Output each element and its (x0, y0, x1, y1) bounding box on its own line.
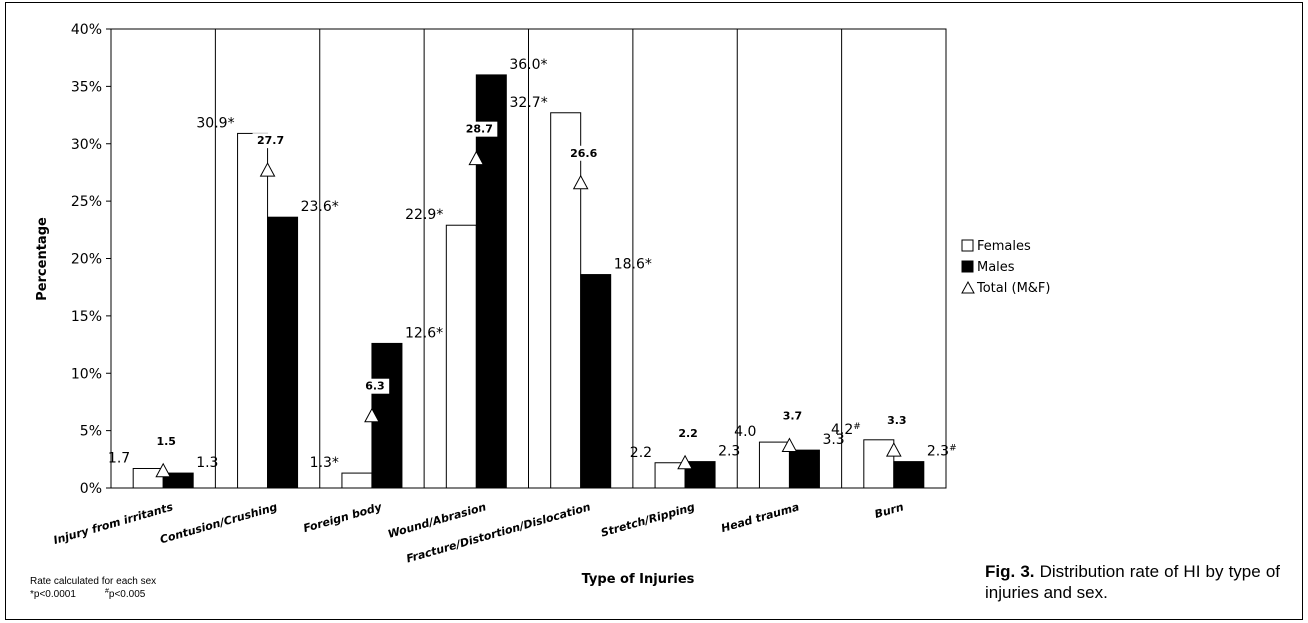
data-label-males: 18.6* (614, 257, 652, 273)
data-label-total: 6.3 (365, 380, 385, 393)
data-label-females: 30.9* (196, 115, 234, 131)
caption-text: Distribution rate of HI by type of injur… (985, 562, 1280, 602)
data-label-total: 3.3 (887, 414, 907, 427)
figure-number: Fig. 3. (985, 562, 1035, 581)
data-label-total-bg (565, 145, 602, 161)
data-label-total-bg (151, 433, 181, 449)
data-label-females: 1.3* (310, 455, 339, 471)
bar-females (341, 472, 373, 489)
marker-total (468, 150, 485, 166)
data-label-total: 28.7 (466, 123, 493, 136)
data-label-total: 3.7 (783, 410, 803, 423)
bar-males (893, 461, 925, 489)
marker-total (259, 162, 276, 177)
data-label-males: 2.3 (718, 444, 740, 460)
bar-females (863, 439, 895, 489)
x-tick-label: Stretch/Ripping (599, 500, 696, 539)
x-axis-label: Type of Injuries (582, 572, 695, 587)
data-label-total: 2.2 (678, 427, 698, 440)
bar-males (788, 449, 820, 489)
bar-males (267, 216, 299, 489)
y-tick-label: 35% (71, 79, 102, 95)
data-label-females: 22.9* (405, 207, 443, 223)
data-label-total-bg (673, 425, 703, 441)
chart-marks (132, 74, 925, 489)
plot-area (106, 28, 947, 489)
data-label-males: 2.3# (927, 444, 957, 460)
figure-caption: Fig. 3. Distribution rate of HI by type … (985, 561, 1280, 603)
data-label-males: 12.6* (405, 325, 443, 341)
data-label-total-bg (778, 408, 807, 424)
y-tick-label: 20% (71, 252, 102, 268)
data-label-females: 4.2# (831, 422, 861, 438)
data-label-males: 23.6* (301, 199, 339, 215)
data-label-total: 1.5 (156, 435, 176, 448)
bar-females (550, 112, 582, 489)
legend-swatch-females (961, 239, 974, 252)
figure-frame (5, 2, 1303, 620)
bar-males (371, 342, 403, 489)
footnote-p-star: *p<0.0001 (30, 589, 76, 600)
legend-label-females: Females (977, 239, 1031, 254)
y-tick-label: 15% (71, 309, 102, 325)
y-tick-label: 30% (71, 137, 102, 153)
y-tick-label: 25% (71, 194, 102, 210)
legend: Females Males Total (M&F) (961, 239, 1050, 296)
y-tick-label: 10% (71, 366, 102, 382)
data-label-males: 3.3 (822, 432, 844, 448)
bar-females (237, 132, 269, 489)
x-tick-label: Fracture/Distortion/Dislocation (405, 500, 592, 565)
bar-males (580, 274, 612, 489)
x-tick-label: Injury from irritants (52, 500, 175, 547)
y-tick-label: 0% (80, 481, 102, 497)
footnote-p-hash: #p<0.005 (105, 588, 146, 600)
marker-total (364, 407, 380, 423)
x-tick-label: Head trauma (720, 500, 801, 535)
bar-males (475, 74, 507, 489)
y-axis-label: Percentage (35, 217, 50, 301)
x-tick-label: Contusion/Crushing (158, 500, 278, 546)
data-label-total-bg (882, 413, 912, 429)
data-label-males: 1.3 (196, 455, 218, 471)
x-tick-label: Burn (873, 500, 905, 521)
data-label-females: 1.7 (108, 450, 130, 466)
data-label-males: 36.0* (509, 57, 547, 73)
legend-label-total: Total (M&F) (976, 281, 1050, 296)
marker-total (572, 174, 589, 190)
data-label-total-bg (252, 133, 289, 149)
data-label-females: 32.7* (510, 95, 548, 111)
marker-total (677, 454, 693, 470)
bar-females (445, 224, 477, 489)
data-label-total: 26.6 (570, 147, 597, 160)
data-label-total-bg (360, 378, 390, 394)
y-tick-label: 40% (71, 22, 102, 38)
marker-total (155, 462, 172, 478)
y-tick-label: 5% (80, 424, 102, 440)
legend-label-males: Males (977, 260, 1015, 275)
x-tick-label: Foreign body (302, 500, 384, 535)
data-label-females: 4.0 (734, 424, 756, 440)
marker-total (885, 442, 902, 457)
data-label-total: 27.7 (257, 134, 284, 147)
legend-marker-total (961, 280, 975, 294)
marker-total (781, 437, 798, 453)
legend-swatch-males (961, 260, 974, 273)
footnote-rate: Rate calculated for each sex (30, 576, 156, 587)
data-label-females: 2.2 (630, 445, 652, 461)
data-label-total-bg (461, 121, 498, 137)
